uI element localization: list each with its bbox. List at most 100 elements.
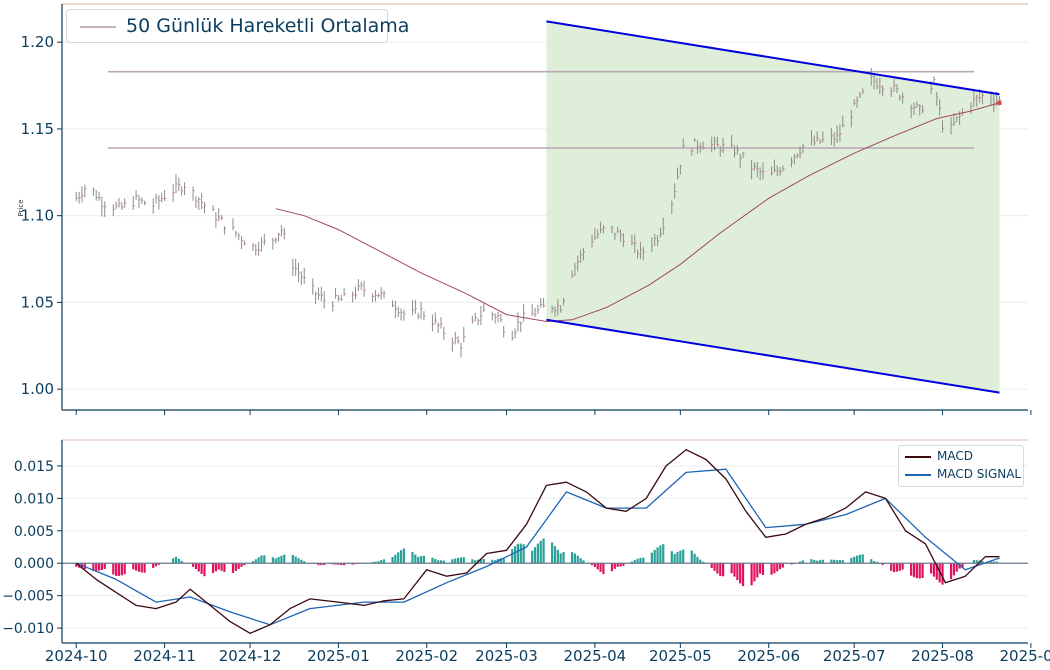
moving-average-line [275, 102, 1000, 323]
histogram-bar [562, 552, 565, 564]
xtick-label: 2025-06 [737, 647, 800, 665]
histogram-bar [949, 563, 953, 580]
price-legend: 50 Günlük Hareketli Ortalama [66, 9, 409, 43]
histogram-bar [699, 559, 702, 564]
histogram-bar [910, 563, 913, 576]
histogram-bar [260, 555, 263, 564]
histogram-bar [753, 563, 756, 582]
histogram-bar [613, 563, 616, 569]
histogram-bar [895, 563, 899, 572]
histogram-bar [838, 560, 842, 564]
histogram-bar [975, 560, 978, 564]
histogram-bar [656, 547, 659, 564]
histogram-bar [137, 563, 141, 572]
histogram-bar [197, 563, 200, 572]
xtick-label: 2025-02 [395, 647, 458, 665]
histogram-bar [599, 563, 602, 572]
histogram-bar [271, 557, 274, 564]
xtick-label: 2025-04 [564, 647, 627, 665]
histogram-bar [813, 559, 816, 564]
histogram-bar [277, 557, 280, 564]
histogram-bar [650, 552, 653, 564]
legend-macd-label: MACD [937, 449, 973, 463]
histogram-bar [596, 563, 599, 570]
histogram-bar [992, 561, 995, 564]
histogram-bar [422, 555, 425, 564]
histogram-bar [231, 563, 235, 573]
macd-signal-line [75, 468, 1000, 626]
histogram-bar [97, 563, 101, 571]
histogram-bar [154, 563, 158, 567]
histogram-bar [551, 542, 554, 564]
histogram-bar [556, 549, 559, 564]
histogram-bar [112, 563, 115, 575]
histogram-bar [736, 563, 739, 581]
histogram-bar [434, 558, 437, 564]
histogram-bar [961, 563, 964, 569]
histogram-bar [941, 563, 944, 585]
histogram-bar [419, 556, 423, 564]
histogram-bar [602, 563, 605, 575]
histogram-bar [343, 563, 346, 566]
histogram-bar [739, 563, 742, 584]
histogram-bar [180, 560, 183, 564]
histogram-bar [702, 561, 705, 564]
histogram-bar [776, 563, 779, 572]
histogram-bar [140, 563, 143, 573]
legend-ma-label: 50 Günlük Hareketli Ortalama [126, 15, 410, 37]
histogram-bar [818, 560, 822, 564]
price-ytick-label: 1.10 [21, 207, 54, 225]
legend-signal-label: MACD SIGNAL [937, 467, 1022, 481]
histogram-bar [120, 563, 123, 576]
histogram-bar [850, 557, 853, 564]
histogram-bar [659, 545, 662, 564]
histogram-bar [394, 554, 397, 564]
histogram-bar [414, 554, 417, 564]
histogram-bar [439, 560, 443, 564]
histogram-bar [853, 556, 856, 564]
histogram-bar [291, 554, 294, 564]
histogram-bar [835, 560, 839, 564]
histogram-bar [75, 563, 78, 567]
histogram-bar [582, 560, 585, 564]
histogram-bar [639, 557, 642, 564]
histogram-bar [157, 563, 160, 565]
histogram-bar [642, 557, 645, 564]
histogram-bar [636, 558, 639, 564]
histogram-bar [676, 552, 679, 564]
histogram-bar [274, 558, 277, 564]
histogram-bar [653, 549, 656, 564]
histogram-bar [696, 556, 699, 564]
histogram-bar [770, 563, 773, 575]
histogram-bar [143, 563, 146, 573]
histogram-bar [713, 563, 716, 571]
histogram-bar [576, 555, 579, 564]
histogram-bar [610, 563, 614, 572]
histogram-bar [431, 557, 434, 564]
histogram-bar [132, 563, 135, 570]
histogram-bar [778, 563, 782, 570]
histogram-bar [719, 563, 722, 576]
histogram-bar [955, 563, 958, 572]
xtick-label: 2025-09 [1000, 647, 1050, 665]
histogram-bar [821, 559, 824, 564]
histogram-bar [217, 563, 220, 570]
histogram-bar [662, 544, 665, 564]
histogram-bar [320, 563, 323, 566]
histogram-bar [123, 563, 126, 575]
histogram-bar [531, 550, 534, 564]
histogram-bar [619, 563, 622, 567]
histogram-bar [177, 558, 180, 564]
histogram-bar [759, 563, 762, 574]
x-axis: 2024-10 2024-11 2024-12 2025-01 2025-02 2025-… [45, 643, 1050, 665]
histogram-bar [918, 563, 921, 579]
macd-ytick-label: −0.005 [2, 589, 54, 605]
histogram-bar [194, 563, 198, 570]
macd-line [75, 449, 1000, 634]
histogram-bar [474, 560, 477, 564]
price-ylabel: Price [17, 199, 25, 216]
histogram-bar [95, 563, 98, 571]
histogram-bar [437, 560, 440, 564]
histogram-bar [682, 549, 685, 564]
